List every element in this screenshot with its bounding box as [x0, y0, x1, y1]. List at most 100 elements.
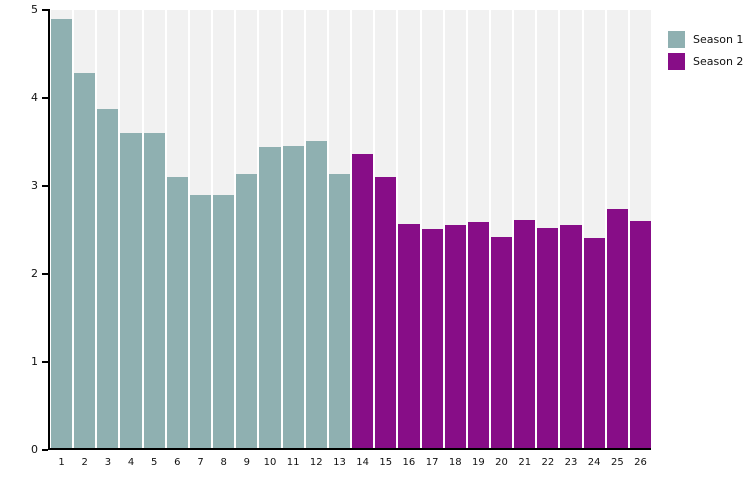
bar-season-1 [120, 133, 142, 450]
plot-area: 1 2 3 4 5 6 7 8 9 10 11 12 13 14 15 16 17 18 19 20 21 22 23 24 2… [51, 10, 652, 468]
x-tick-label: 19 [472, 457, 485, 468]
bar-season-2 [514, 220, 536, 450]
bar-season-2 [490, 237, 513, 450]
chart-column: 5 [143, 10, 165, 468]
x-tick-label: 18 [448, 457, 462, 468]
bar-season-1 [51, 18, 73, 450]
x-tick-label: 26 [634, 457, 647, 468]
bar-season-2 [629, 221, 652, 450]
y-tick-mark [42, 185, 48, 187]
chart-column: 2 [74, 10, 96, 468]
x-tick-label: 3 [104, 457, 112, 468]
chart-column: 22 [537, 10, 559, 468]
bar-season-2 [375, 177, 397, 450]
chart-column: 7 [189, 10, 212, 468]
bar-season-1 [282, 146, 304, 450]
chart-column: 25 [606, 10, 628, 468]
x-tick-label: 9 [243, 457, 251, 468]
legend-label: Season 1 [693, 33, 744, 46]
legend-item: Season 2 [668, 53, 743, 70]
bar-season-2 [537, 228, 559, 450]
y-tick-mark [42, 97, 48, 99]
x-tick-label: 11 [286, 457, 300, 468]
x-tick-label: 5 [151, 457, 158, 468]
chart-column: 3 [97, 10, 119, 468]
y-tick-mark [42, 449, 48, 451]
bar-season-2 [583, 237, 605, 450]
chart-column: 8 [213, 10, 235, 468]
y-tick-label: 0 [31, 443, 38, 456]
y-axis-line [48, 9, 50, 450]
bar-season-1 [305, 141, 327, 450]
bar-season-2 [606, 208, 628, 450]
y-tick-mark [42, 361, 48, 363]
x-tick-label: 21 [518, 457, 532, 468]
x-tick-label: 15 [379, 457, 393, 468]
bar-season-2 [398, 223, 420, 450]
legend-swatch [668, 53, 685, 70]
bar-season-1 [259, 147, 281, 450]
bar-season-2 [444, 224, 466, 450]
chart-column: 10 [259, 10, 281, 468]
chart-column: 15 [375, 10, 397, 468]
bar-season-1 [97, 109, 119, 450]
x-tick-label: 20 [495, 457, 508, 468]
x-tick-label: 12 [309, 457, 323, 468]
legend-item: Season 1 [668, 31, 743, 48]
x-tick-label: 14 [356, 457, 369, 468]
bar-season-2 [467, 222, 489, 450]
chart-column: 12 [305, 10, 327, 468]
bar-season-1 [213, 194, 235, 450]
legend-label: Season 2 [693, 55, 744, 68]
bar-season-2 [560, 224, 582, 450]
chart-column: 11 [282, 10, 304, 468]
bar-season-2 [421, 229, 443, 450]
x-tick-label: 6 [174, 457, 181, 468]
y-tick-label: 3 [31, 179, 38, 192]
x-tick-label: 1 [58, 457, 65, 468]
x-tick-label: 8 [220, 457, 227, 468]
y-tick-label: 5 [31, 3, 38, 16]
chart-column: 6 [166, 10, 188, 468]
x-tick-label: 13 [333, 457, 346, 468]
chart-column: 14 [352, 10, 374, 468]
bar-season-1 [236, 173, 258, 450]
chart-column: 24 [583, 10, 605, 468]
y-tick-label: 4 [31, 91, 38, 104]
chart-column: 4 [120, 10, 142, 468]
y-tick-mark [42, 273, 48, 275]
x-tick-label: 25 [610, 457, 624, 468]
bar-season-1 [189, 194, 212, 450]
x-axis-line [48, 448, 651, 450]
bar-season-1 [328, 173, 351, 450]
y-tick-label: 2 [31, 267, 38, 280]
x-tick-label: 17 [425, 457, 439, 468]
chart-column: 13 [328, 10, 351, 468]
chart-column: 17 [421, 10, 443, 468]
x-tick-label: 7 [197, 457, 204, 468]
y-tick-label: 1 [31, 355, 38, 368]
x-tick-label: 23 [564, 457, 578, 468]
chart-column: 1 [51, 10, 73, 468]
bar-season-2 [352, 154, 374, 450]
chart-column: 18 [444, 10, 466, 468]
chart-column: 19 [467, 10, 489, 468]
x-tick-label: 16 [402, 457, 416, 468]
legend-swatch [668, 31, 685, 48]
chart-column: 26 [629, 10, 652, 468]
legend: Season 1 Season 2 [668, 31, 743, 70]
bar-season-1 [166, 177, 188, 450]
chart-column: 16 [398, 10, 420, 468]
bar-season-1 [143, 133, 165, 450]
x-tick-label: 22 [541, 457, 555, 468]
x-tick-label: 2 [81, 457, 88, 468]
chart-column: 20 [490, 10, 513, 468]
chart-column: 9 [236, 10, 258, 468]
y-tick-mark [42, 9, 48, 11]
bar-season-1 [74, 73, 96, 450]
x-tick-label: 4 [127, 457, 135, 468]
chart-column: 23 [560, 10, 582, 468]
x-tick-label: 24 [587, 457, 601, 468]
chart-column: 21 [514, 10, 536, 468]
